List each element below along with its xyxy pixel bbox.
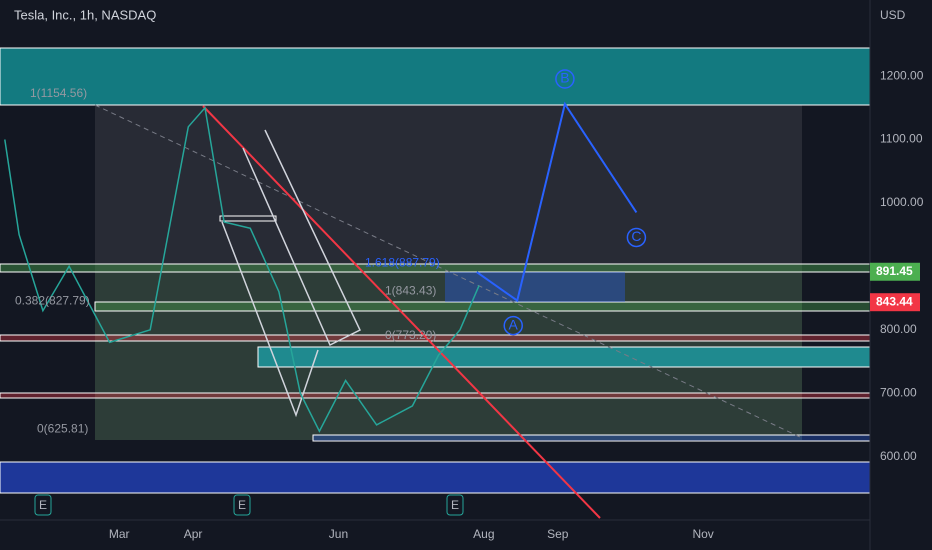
projection-line	[476, 101, 638, 303]
y-tick-label: 800.00	[880, 322, 917, 336]
resistance-zone	[0, 47, 871, 106]
fib-label: 0.382(827.79)	[15, 293, 90, 307]
x-tick-label: Mar	[109, 527, 130, 541]
earnings-label: E	[451, 498, 459, 512]
fib-label: 1(843.43)	[385, 283, 436, 297]
channel	[221, 221, 319, 418]
earnings-label: E	[238, 498, 246, 512]
earnings-marker	[446, 494, 464, 516]
fib-label: 1.618(887.79)	[365, 255, 440, 269]
earnings-marker	[233, 494, 251, 516]
zone	[312, 434, 871, 442]
price-line	[4, 106, 480, 433]
price-tag	[870, 293, 920, 312]
earnings-marker	[34, 494, 52, 516]
wave-marker	[626, 227, 647, 248]
y-tick-label: 1100.00	[880, 132, 923, 146]
x-tick-label: Aug	[473, 527, 494, 541]
zone	[257, 346, 871, 368]
fib-label: 1(1154.56)	[30, 86, 87, 100]
zone	[0, 392, 871, 399]
trend-line	[94, 104, 801, 438]
y-tick-label: 600.00	[880, 449, 917, 463]
currency: USD	[880, 8, 906, 22]
wave-marker	[503, 315, 523, 336]
price-tag	[870, 262, 920, 281]
wave-marker	[555, 69, 575, 89]
price-tag-label: 843.44	[876, 294, 913, 308]
x-tick-label: Nov	[692, 527, 713, 541]
earnings-label: E	[39, 498, 47, 512]
target-box	[445, 272, 625, 302]
channel	[242, 129, 361, 347]
wave-label: A	[509, 316, 519, 332]
price-tag-label: 891.45	[876, 264, 913, 278]
wave-label: C	[631, 228, 641, 244]
x-tick-label: Jun	[329, 527, 348, 541]
y-tick-label: 1000.00	[880, 195, 924, 209]
y-tick-label: 1200.00	[880, 68, 924, 82]
trend-line	[202, 105, 601, 519]
y-tick-label: 700.00	[880, 385, 917, 399]
support-zone	[0, 461, 871, 494]
fib-label: 0(625.81)	[37, 421, 88, 435]
x-tick-label: Apr	[184, 527, 203, 541]
box	[219, 215, 277, 222]
wave-label: B	[560, 70, 569, 86]
zone	[94, 301, 871, 312]
chart-title: Tesla, Inc., 1h, NASDAQ	[14, 7, 156, 22]
x-tick-label: Sep	[547, 527, 569, 541]
fib-label: 0(773.29)	[385, 328, 436, 342]
